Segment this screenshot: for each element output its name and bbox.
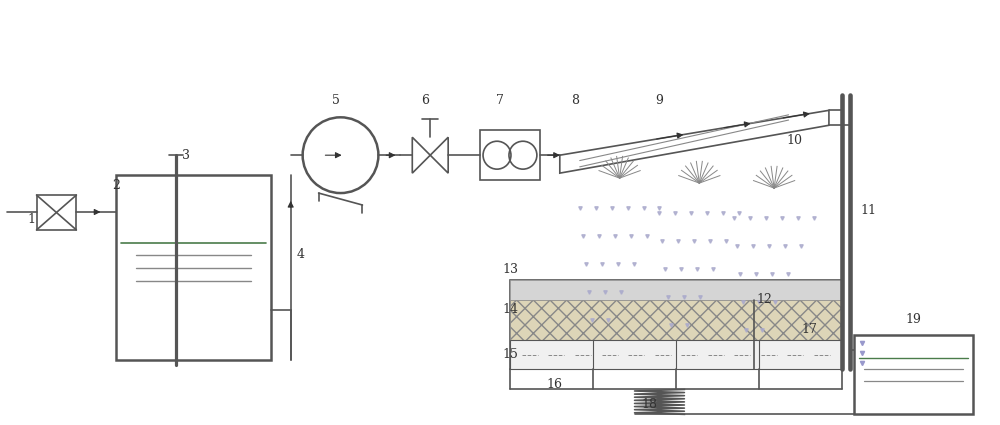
Bar <box>510 300 842 340</box>
Text: 18: 18 <box>642 398 658 411</box>
Text: 5: 5 <box>332 94 339 107</box>
Text: 10: 10 <box>786 134 802 147</box>
Bar <box>510 280 842 369</box>
Text: 7: 7 <box>496 94 504 107</box>
Text: 15: 15 <box>502 348 518 361</box>
Text: 3: 3 <box>182 149 190 162</box>
Bar <box>510 280 842 300</box>
Text: 17: 17 <box>801 323 817 336</box>
Text: 19: 19 <box>906 313 922 326</box>
Text: 12: 12 <box>756 293 772 306</box>
Text: 11: 11 <box>861 204 877 216</box>
Bar <box>854 334 973 414</box>
Text: 8: 8 <box>571 94 579 107</box>
Text: 1: 1 <box>28 213 36 227</box>
Text: 13: 13 <box>502 264 518 276</box>
Text: 16: 16 <box>547 378 563 391</box>
Text: 14: 14 <box>502 303 518 316</box>
Text: 2: 2 <box>112 178 120 192</box>
Bar <box>116 175 271 360</box>
Bar <box>480 130 540 180</box>
Text: 9: 9 <box>656 94 663 107</box>
Bar <box>37 195 76 230</box>
Text: 6: 6 <box>421 94 429 107</box>
Bar <box>510 340 842 369</box>
Text: 4: 4 <box>297 248 305 261</box>
